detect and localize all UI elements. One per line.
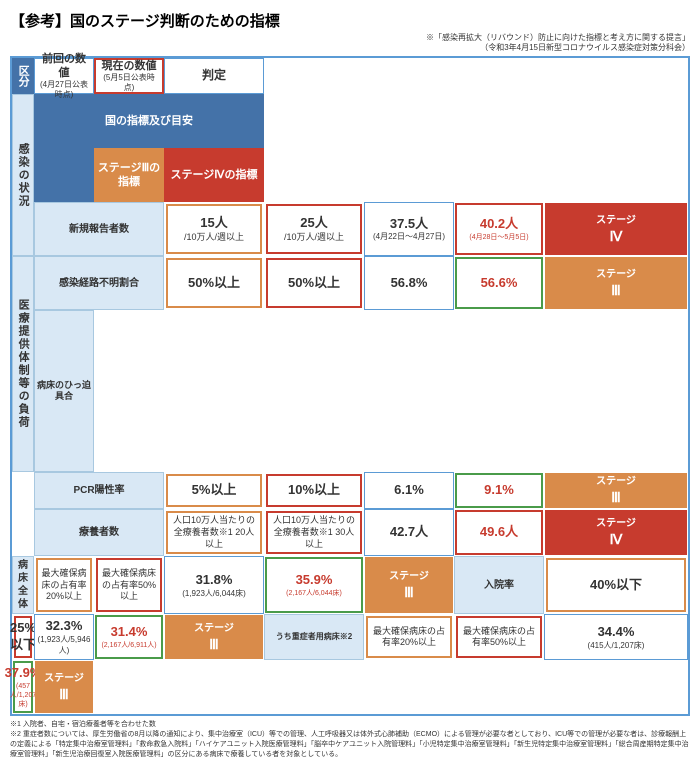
s3-3: 人口10万人当たりの全療養者数※1 20人以上 (166, 511, 262, 554)
prev-1: 56.8% (364, 256, 454, 310)
jdg-6: ステージⅢ (35, 661, 93, 713)
curr-0: 40.2人(4月28日～5月5日) (455, 203, 543, 255)
s3-0: 15人/10万人/週以上 (166, 204, 262, 254)
s3-2: 5%以上 (166, 474, 262, 507)
hdr-s4: ステージⅣの指標 (164, 148, 264, 202)
ind-5: 入院率 (454, 556, 544, 614)
jdg-4: ステージⅢ (365, 557, 453, 613)
prev-4: 31.8%(1,923人/6,044床) (164, 556, 264, 614)
prev-6: 34.4%(415人/1,207床) (544, 614, 688, 660)
s3-5: 40%以下 (546, 558, 686, 612)
prev-0: 37.5人(4月22日～4月27日) (364, 202, 454, 256)
s3-6: 最大確保病床の占有率20%以上 (366, 616, 452, 658)
stage-table: 区分 国の指標及び目安 前回の数値(4月27日公表時点) 現在の数値(5月5日公… (10, 56, 690, 716)
jdg-2: ステージⅢ (545, 473, 687, 508)
ind-6: うち重症者用病床※2 (264, 614, 364, 660)
cat-2: 医療提供体制等の負荷 (12, 256, 34, 472)
jdg-1: ステージⅢ (545, 257, 687, 309)
bed-group: 病床のひっ迫具合 (34, 310, 94, 472)
curr-2: 9.1% (455, 473, 543, 508)
s4-0: 25人/10万人/週以上 (266, 204, 362, 254)
hdr-curr: 現在の数値(5月5日公表時点) (94, 58, 164, 94)
ind-2: PCR陽性率 (34, 472, 164, 509)
curr-5: 31.4%(2,167人/6,911人) (95, 615, 163, 659)
subtitle-2: （令和3年4月15日新型コロナウイルス感染症対策分科会） (480, 43, 690, 52)
subtitle-1: ※「感染再拡大（リバウンド）防止に向けた指標と考え方に関する提言」 (426, 33, 690, 42)
s4-6: 最大確保病床の占有率50%以上 (456, 616, 542, 658)
notes: ※1 入院者、自宅・宿泊療養者等を合わせた数 ※2 重症者数については、厚生労働… (10, 720, 690, 759)
s3-4: 最大確保病床の占有率20%以上 (36, 558, 92, 612)
note-1: ※1 入院者、自宅・宿泊療養者等を合わせた数 (10, 720, 690, 730)
ind-0: 新規報告者数 (34, 202, 164, 256)
ind-3: 療養者数 (34, 509, 164, 556)
s4-4: 最大確保病床の占有率50%以上 (96, 558, 162, 612)
prev-3: 42.7人 (364, 509, 454, 556)
curr-6: 37.9%(457人/1,207床) (13, 661, 33, 713)
curr-1: 56.6% (455, 257, 543, 309)
subtitle: ※「感染再拡大（リバウンド）防止に向けた指標と考え方に関する提言」 （令和3年4… (10, 33, 690, 52)
jdg-0: ステージⅣ (545, 203, 687, 255)
hdr-prev: 前回の数値(4月27日公表時点) (34, 58, 94, 94)
hdr-ind: 国の指標及び目安 (34, 94, 264, 148)
hdr-s3: ステージⅢの指標 (94, 148, 164, 202)
curr-4: 35.9%(2,167人/6,044床) (265, 557, 363, 613)
jdg-3: ステージⅣ (545, 510, 687, 555)
jdg-5: ステージⅢ (165, 615, 263, 659)
s4-1: 50%以上 (266, 258, 362, 308)
prev-5: 32.3%(1,923人/5,946人) (34, 614, 94, 660)
prev-2: 6.1% (364, 472, 454, 509)
cat-1: 感染の状況 (12, 94, 34, 256)
s4-3: 人口10万人当たりの全療養者数※1 30人以上 (266, 511, 362, 554)
ind-4: 病床全体 (12, 556, 34, 614)
note-2: ※2 重症者数については、厚生労働省の8月以降の通知により、集中治療室（ICU）… (10, 730, 690, 759)
s4-5: 25%以下 (14, 616, 32, 658)
ind-1: 感染経路不明割合 (34, 256, 164, 310)
curr-3: 49.6人 (455, 510, 543, 555)
page-title: 【参考】国のステージ判断のための指標 (10, 10, 690, 31)
s4-2: 10%以上 (266, 474, 362, 507)
hdr-cat: 区分 (12, 58, 34, 94)
s3-1: 50%以上 (166, 258, 262, 308)
hdr-judge: 判定 (164, 58, 264, 94)
